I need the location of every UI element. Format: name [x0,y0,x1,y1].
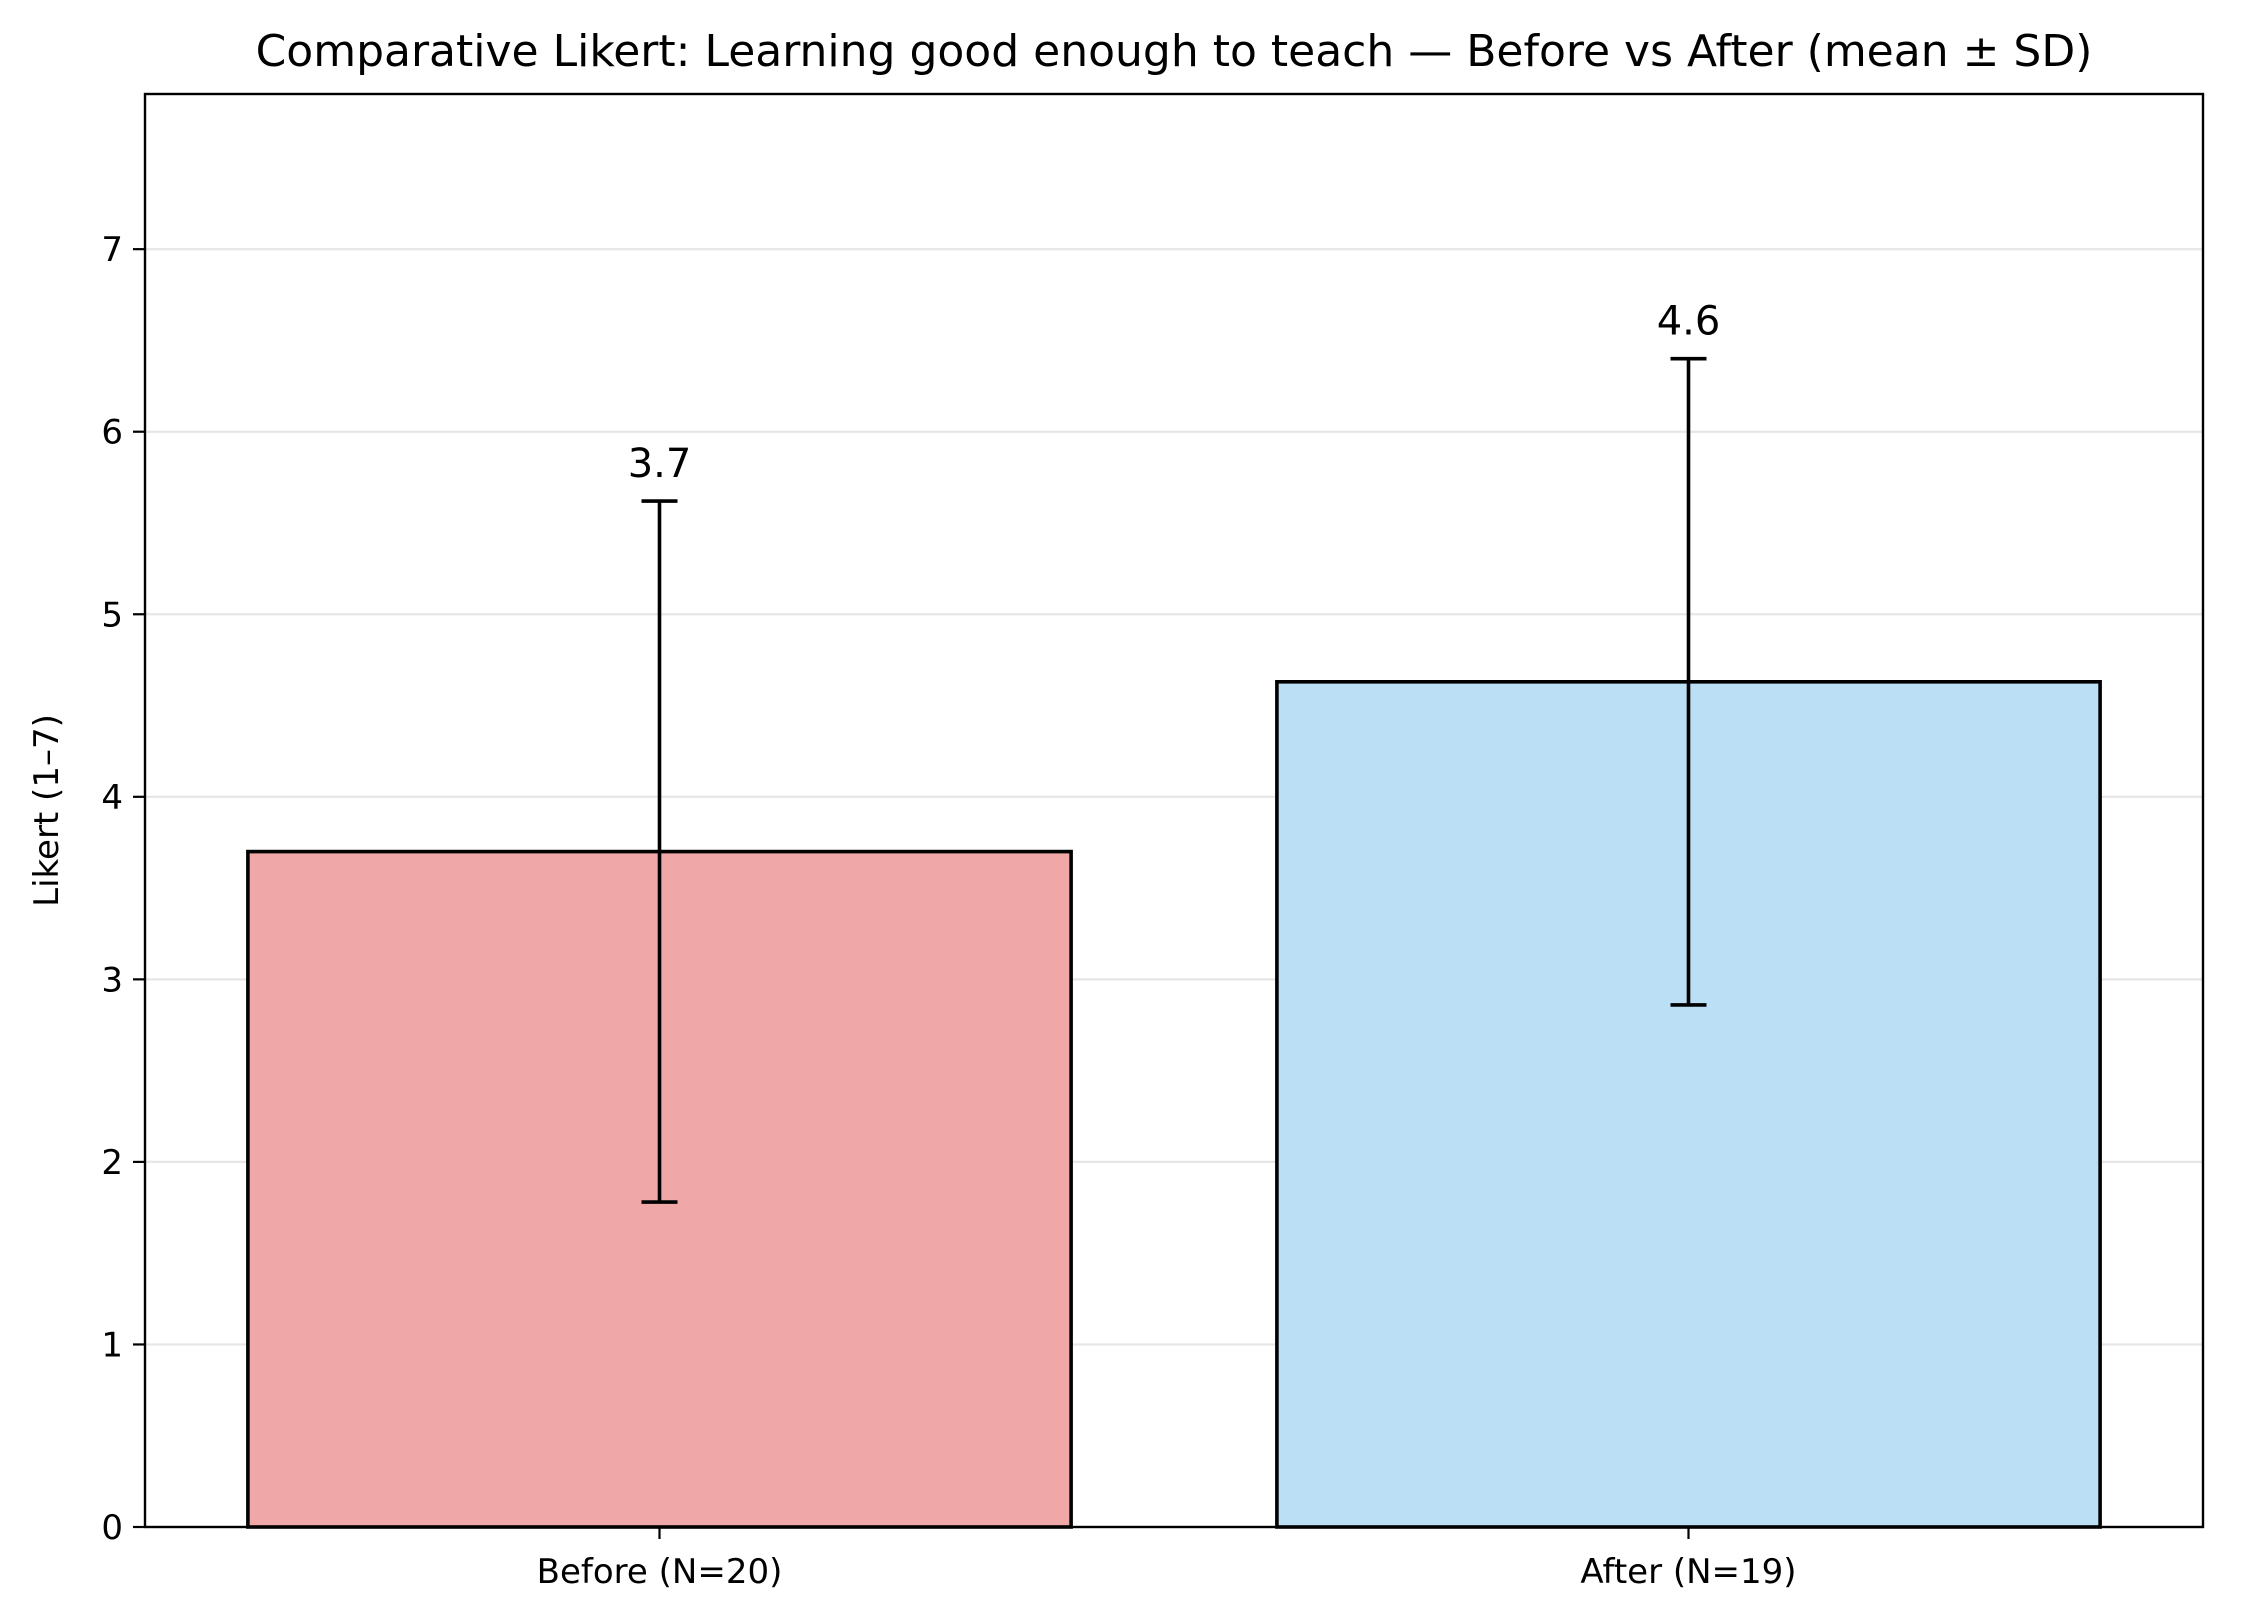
y-tick-label: 0 [101,1508,123,1548]
error-bars [641,356,1707,1204]
value-labels: 3.7 4.6 [628,299,1721,487]
y-tick-label: 2 [101,1143,123,1183]
y-tick-label: 7 [101,230,123,270]
axis-ticks: 0 1 2 3 4 5 6 7 Before (N=20) After (N=19) [101,230,1796,1592]
x-tick-label: Before (N=20) [537,1552,783,1592]
x-tick-label: After (N=19) [1580,1552,1796,1592]
y-tick-label: 6 [101,413,123,453]
plot-frame [143,92,2205,1529]
y-axis-label: Likert (1–7) [27,714,67,907]
y-tick-label: 3 [101,960,123,1000]
y-tick-label: 5 [101,595,123,635]
y-tick-label: 4 [101,778,123,818]
value-label: 4.6 [1657,299,1721,345]
chart-title: Comparative Likert: Learning good enough… [256,26,2093,77]
value-label: 3.7 [628,441,692,487]
y-tick-label: 1 [101,1325,123,1365]
